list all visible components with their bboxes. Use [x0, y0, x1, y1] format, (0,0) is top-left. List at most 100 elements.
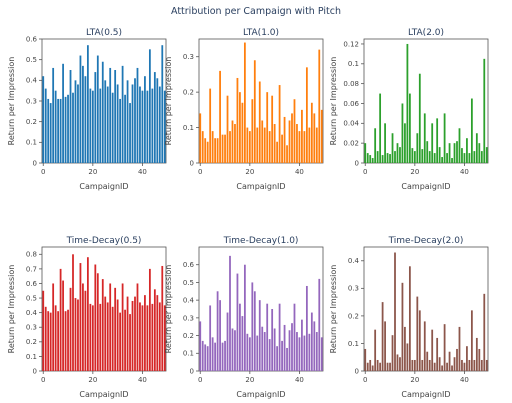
subplot-title: Time-Decay(2.0)	[388, 236, 464, 246]
bar	[163, 90, 166, 163]
bar	[129, 314, 131, 371]
bar	[413, 359, 416, 371]
bar	[59, 98, 62, 163]
bar	[466, 346, 468, 371]
bar	[84, 290, 87, 371]
subplot-title: LTA(0.5)	[86, 28, 122, 38]
bar	[456, 348, 458, 371]
bar	[243, 264, 246, 371]
bar	[111, 306, 114, 371]
bar	[79, 55, 82, 163]
bar	[320, 337, 323, 371]
bar	[298, 337, 301, 371]
bar	[428, 151, 431, 163]
bar	[271, 95, 274, 163]
bar	[59, 268, 62, 371]
bar	[106, 86, 109, 163]
bar	[389, 154, 391, 163]
bar	[224, 340, 226, 371]
bar	[131, 300, 134, 371]
bar	[67, 94, 69, 163]
bar	[86, 45, 89, 164]
bar	[158, 86, 161, 163]
bar	[141, 305, 144, 371]
bar	[251, 99, 254, 163]
bar	[47, 98, 50, 163]
bar	[461, 148, 463, 163]
bar	[281, 340, 283, 371]
y-tick-label: 0.2	[183, 332, 194, 340]
bar	[381, 155, 384, 163]
bar	[296, 124, 298, 163]
bar	[44, 88, 47, 163]
bar	[119, 312, 122, 371]
bar	[406, 43, 409, 163]
bar	[381, 302, 384, 371]
bar	[401, 103, 404, 163]
bar	[226, 95, 229, 163]
bar	[248, 131, 251, 163]
bar	[101, 61, 104, 163]
bar	[263, 127, 266, 163]
bar	[204, 138, 207, 163]
bar	[136, 67, 139, 163]
bar	[67, 309, 69, 371]
bar	[42, 76, 45, 163]
x-tick-label: 40	[295, 168, 304, 176]
bar	[219, 300, 221, 371]
bar	[466, 138, 468, 163]
bar	[379, 93, 382, 163]
x-tick-label: 40	[460, 168, 469, 176]
x-tick-label: 20	[88, 168, 97, 176]
bar	[394, 151, 396, 163]
bar	[376, 151, 379, 163]
bar	[271, 309, 274, 371]
bar	[391, 335, 394, 371]
x-tick-label: 40	[138, 376, 147, 384]
bar	[411, 359, 414, 371]
bar	[146, 305, 149, 371]
bar	[136, 283, 139, 371]
y-tick-label: 0	[33, 367, 37, 375]
y-tick-label: 0.5	[26, 294, 37, 302]
y-tick-label: 0.1	[26, 139, 37, 147]
bar	[278, 85, 281, 163]
bar	[258, 81, 261, 163]
bar	[221, 134, 224, 163]
x-tick-label: 20	[410, 376, 419, 384]
bar	[214, 342, 217, 371]
bar	[224, 134, 226, 163]
bar	[288, 120, 291, 163]
bar	[234, 330, 236, 371]
bar	[163, 305, 166, 371]
bar	[266, 303, 269, 371]
bar	[206, 346, 209, 371]
bar	[485, 359, 488, 371]
bar	[273, 124, 276, 163]
subplot-time-decay-0-5: 0 0.1 0.2 0.3 0.4 0.5 0.6 0.7 0.8 0 20 40 Time-Decay…	[7, 236, 167, 399]
bar	[433, 153, 436, 163]
bar	[241, 316, 244, 371]
bar	[396, 354, 399, 371]
bar	[99, 303, 102, 371]
bar	[473, 151, 476, 163]
bar	[456, 141, 458, 163]
y-axis-label: Return per Impression	[7, 265, 16, 354]
bar	[313, 113, 316, 163]
bar	[401, 282, 404, 371]
bar	[96, 273, 99, 371]
bar	[101, 279, 104, 371]
bar	[153, 289, 156, 371]
bar	[124, 94, 126, 163]
bar	[446, 362, 448, 371]
y-tick-label: 0.6	[26, 280, 38, 288]
y-axis-label: Return per Impression	[329, 57, 338, 146]
bar	[384, 321, 386, 371]
bar	[305, 67, 308, 163]
bar	[386, 153, 389, 163]
x-tick-label: 0	[363, 376, 367, 384]
bar	[485, 147, 488, 163]
y-tick-label: 0.3	[183, 314, 194, 322]
bar	[256, 335, 259, 371]
x-tick-label: 40	[460, 376, 469, 384]
